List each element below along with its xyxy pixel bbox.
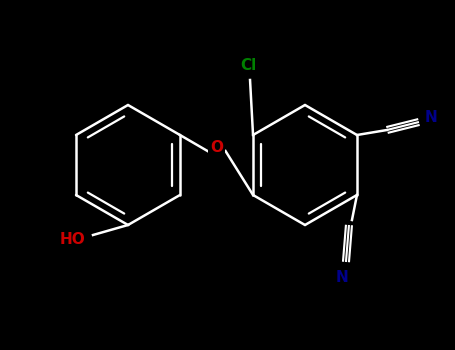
Text: HO: HO [60, 232, 86, 247]
Text: N: N [425, 111, 437, 126]
Text: Cl: Cl [240, 57, 256, 72]
Text: O: O [210, 140, 223, 154]
Text: N: N [336, 271, 349, 286]
